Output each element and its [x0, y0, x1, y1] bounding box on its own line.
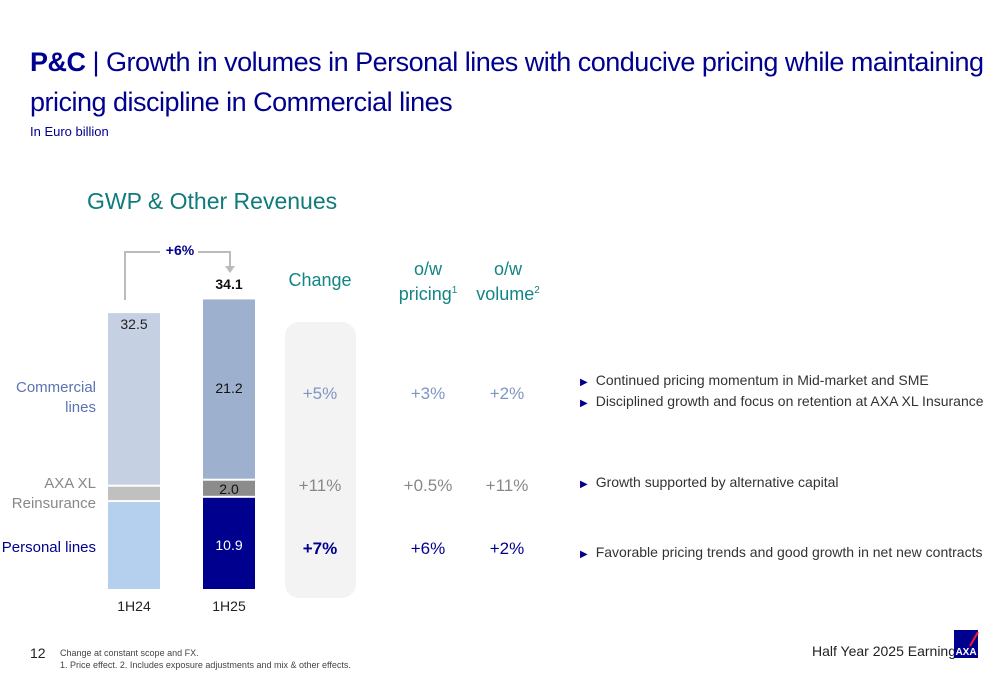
bar-1H24-commercial — [108, 313, 160, 485]
arrow-down-icon — [225, 266, 235, 273]
volume-value: +2% — [489, 384, 525, 403]
triangle-bullet-icon: ▶ — [580, 377, 588, 388]
growth-label: +6% — [165, 242, 195, 258]
bar-1H24-reinsurance — [108, 486, 160, 501]
axa-logo: AXA — [954, 630, 978, 658]
segment-label-reinsurance: 2.0 — [219, 481, 239, 497]
total-label-1H24: 32.5 — [120, 316, 148, 332]
bar-1H25-reinsurance — [203, 480, 255, 496]
header-volume: o/w volume2 — [476, 259, 540, 304]
triangle-bullet-icon: ▶ — [580, 479, 588, 490]
page-title: P&C | Growth in volumes in Personal line… — [30, 42, 1000, 122]
title-bold: P&C — [30, 47, 86, 77]
legend-commercial: Commercial lines — [15, 379, 96, 416]
bullet-2: ▶ Disciplined growth and focus on retenti… — [580, 393, 984, 409]
triangle-bullet-icon: ▶ — [580, 549, 588, 560]
title-separator: | — [85, 47, 107, 77]
chart-title: GWP & Other Revenues — [87, 188, 338, 214]
pricing-value: +3% — [410, 384, 446, 403]
change-column-background — [285, 322, 356, 598]
bullet-1: ▶ Continued pricing momentum in Mid-marke… — [580, 372, 929, 388]
triangle-bullet-icon: ▶ — [580, 398, 588, 409]
bullet-4: ▶ Favorable pricing trends and good growt… — [580, 544, 983, 560]
x-tick-1H25: 1H25 — [212, 598, 246, 614]
segment-label-commercial: 21.2 — [215, 380, 243, 396]
bar-1H24-personal — [108, 502, 160, 589]
change-value: +7% — [302, 539, 338, 558]
subtitle: In Euro billion — [30, 124, 109, 139]
legend-reinsurance: AXA XL Reinsurance — [11, 475, 96, 512]
bullet-3: ▶ Growth supported by alternative capital — [580, 474, 839, 490]
growth-connector — [124, 251, 231, 300]
change-value: +11% — [298, 476, 342, 495]
segment-label-personal: 10.9 — [215, 537, 243, 553]
total-label-1H25: 34.1 — [215, 276, 243, 292]
header-change: Change — [288, 270, 352, 290]
change-value: +5% — [302, 384, 338, 403]
volume-value: +2% — [489, 539, 525, 558]
bar-1H25-personal — [203, 497, 255, 589]
footer-title: Half Year 2025 Earnings — [812, 643, 963, 659]
title-text: Growth in volumes in Personal lines with… — [30, 47, 984, 117]
x-tick-1H24: 1H24 — [117, 598, 151, 614]
pricing-value: +0.5% — [403, 476, 453, 495]
legend-personal: Personal lines — [1, 539, 96, 556]
pricing-value: +6% — [410, 539, 446, 558]
footnotes: Change at constant scope and FX. 1. Price… — [60, 648, 351, 670]
header-pricing: o/w pricing1 — [398, 259, 458, 304]
volume-value: +11% — [485, 476, 529, 495]
bar-1H25-commercial — [203, 299, 255, 479]
page-number: 12 — [30, 645, 46, 661]
